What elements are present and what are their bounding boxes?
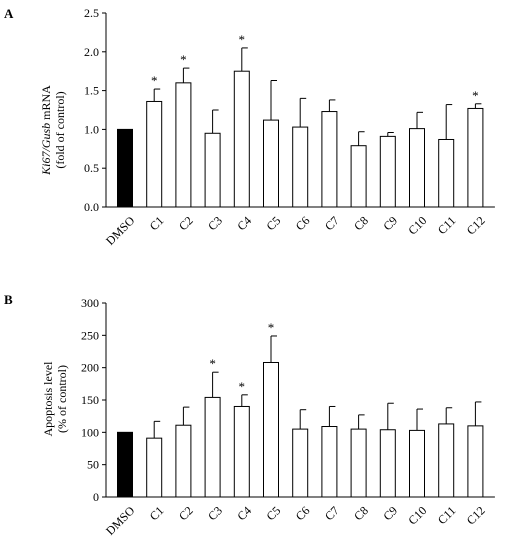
- bar-c10: [409, 128, 425, 208]
- y-tick-label: 2.0: [84, 45, 99, 59]
- panel-label-a: A: [4, 6, 14, 21]
- bar-c6: [292, 428, 309, 498]
- bar-c7: [321, 111, 338, 208]
- bar-c5: [263, 361, 279, 498]
- bar-c7: [321, 426, 338, 498]
- bar-c2: [175, 424, 192, 498]
- bar-c12: [467, 425, 484, 498]
- x-tick-label-c7: C7: [322, 503, 342, 523]
- y-axis-label-a-unit: mRNA: [39, 85, 53, 123]
- y-axis-label-a-line2: (fold of control): [53, 91, 67, 168]
- y-axis-label-b-line1: Apoptosis level: [41, 361, 55, 437]
- significance-star-c3: *: [209, 356, 216, 371]
- bar-c4: [233, 70, 250, 208]
- x-tick-label-c1: C1: [147, 213, 167, 233]
- panel-a: A Ki67/Gusb mRNA (fold of control) 0.0 0.…: [4, 6, 495, 248]
- y-tick-label: 1.5: [84, 84, 99, 98]
- bar-c3: [204, 132, 221, 208]
- x-tick-label-c6: C6: [293, 213, 313, 233]
- bar-c11: [438, 423, 455, 498]
- y-tick-label: 1.0: [84, 122, 99, 136]
- x-tick-label-c12: C12: [464, 503, 488, 527]
- bar-c2: [175, 82, 192, 208]
- bar-c1: [146, 437, 163, 498]
- panel-b: B Apoptosis level (% of control) 0 50 100 1…: [4, 292, 495, 538]
- x-tick-label-dmso: DMSO: [103, 213, 138, 248]
- x-tick-label-dmso: DMSO: [103, 503, 138, 538]
- x-tick-label-c7: C7: [322, 213, 342, 233]
- x-tick-label-c12: C12: [464, 213, 488, 237]
- y-axis-label-a-line1: Ki67/Gusb mRNA: [39, 85, 53, 176]
- bar-c12: [467, 107, 484, 208]
- x-tick-label-c4: C4: [234, 213, 254, 233]
- y-tick-label: 150: [81, 393, 99, 407]
- panel-label-b: B: [4, 292, 13, 307]
- significance-star-c1: *: [151, 73, 158, 88]
- x-tick-label-c3: C3: [205, 503, 225, 523]
- x-tick-label-c9: C9: [380, 213, 400, 233]
- bar-c5: [263, 119, 279, 208]
- bar-c3: [204, 396, 221, 498]
- significance-star-c2: *: [180, 52, 187, 67]
- x-tick-label-c3: C3: [205, 213, 225, 233]
- y-tick-label: 250: [81, 328, 99, 342]
- bar-c6: [292, 126, 309, 208]
- x-tick-label-c11: C11: [435, 503, 459, 527]
- y-tick-label: 0: [93, 490, 99, 504]
- bar-c4: [233, 405, 250, 498]
- x-tick-label-c2: C2: [176, 213, 196, 233]
- x-tick-label-c9: C9: [380, 503, 400, 523]
- x-tick-label-c11: C11: [435, 213, 459, 237]
- x-tick-label-c8: C8: [351, 213, 371, 233]
- significance-star-c12: *: [472, 88, 479, 103]
- x-tick-label-c6: C6: [293, 503, 313, 523]
- x-tick-label-c5: C5: [264, 503, 284, 523]
- y-tick-label: 0.0: [84, 200, 99, 214]
- bar-c10: [409, 429, 425, 498]
- y-tick-label: 300: [81, 296, 99, 310]
- y-tick-label: 0.5: [84, 161, 99, 175]
- significance-star-c4: *: [239, 32, 246, 47]
- x-tick-label-c4: C4: [234, 503, 254, 523]
- x-tick-label-c2: C2: [176, 503, 196, 523]
- bar-dmso: [117, 431, 133, 498]
- bar-dmso: [117, 128, 133, 208]
- x-tick-label-c10: C10: [405, 213, 429, 237]
- bar-c8: [350, 145, 367, 208]
- significance-star-c5: *: [268, 320, 275, 335]
- y-axis-label-a-gene: Ki67/Gusb: [39, 123, 53, 176]
- y-tick-label: 50: [87, 458, 99, 472]
- bar-c9: [379, 135, 396, 208]
- y-tick-label: 200: [81, 361, 99, 375]
- bar-c11: [438, 138, 455, 208]
- significance-star-c4: *: [239, 379, 246, 394]
- x-tick-label-c5: C5: [264, 213, 284, 233]
- bar-c1: [146, 100, 163, 208]
- y-tick-label: 2.5: [84, 6, 99, 20]
- x-tick-label-c1: C1: [147, 503, 167, 523]
- x-tick-label-c10: C10: [405, 503, 429, 527]
- y-axis-label-b-line2: (% of control): [55, 365, 69, 433]
- bar-c8: [350, 428, 367, 498]
- x-tick-label-c8: C8: [351, 503, 371, 523]
- y-tick-label: 100: [81, 425, 99, 439]
- bar-c9: [379, 429, 396, 498]
